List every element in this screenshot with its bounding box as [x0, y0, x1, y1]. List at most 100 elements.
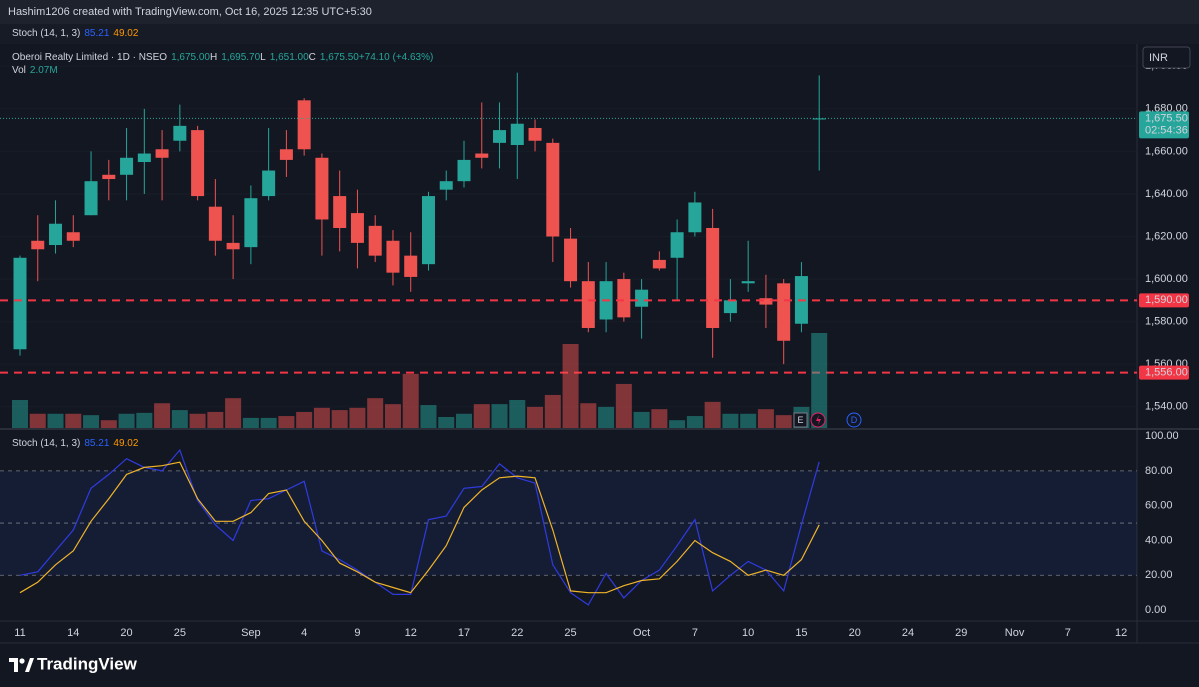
y-tick-label: 20.00 — [1145, 569, 1173, 581]
x-tick-label: 17 — [458, 627, 470, 639]
x-tick-label: 15 — [795, 627, 807, 639]
volume-bar — [331, 410, 348, 428]
candle-body — [546, 142, 560, 237]
price-label-box — [1139, 293, 1189, 308]
candle-body — [173, 125, 187, 141]
x-tick-label: 20 — [120, 627, 132, 639]
x-tick-label: 12 — [1115, 627, 1127, 639]
header-text: Hashim1206 created with TradingView.com,… — [8, 6, 372, 18]
volume-bar — [438, 416, 455, 428]
y-tick-label: 60.00 — [1145, 500, 1173, 512]
volume-bar — [242, 417, 259, 428]
volume-bar — [757, 409, 774, 428]
volume-bar — [100, 420, 117, 428]
candle-body — [617, 279, 631, 318]
volume-bar — [154, 403, 171, 428]
candle-body — [688, 202, 702, 233]
volume-bar — [527, 406, 544, 428]
event-marker — [793, 412, 808, 428]
price-label-box — [1139, 365, 1189, 380]
footer-brand: TradingView — [37, 654, 138, 673]
y-tick-label: 1,540.00 — [1145, 401, 1188, 413]
x-tick-label: Nov — [1005, 627, 1025, 639]
volume-bar — [402, 373, 419, 428]
legend-row: Oberoi Realty Limited · 1D · NSEO 1,675.0… — [12, 52, 433, 63]
candle-body — [262, 170, 276, 197]
ohlc-value: 1,651.00 — [270, 52, 309, 63]
indicator-title: Stoch (14, 1, 3) — [12, 438, 80, 449]
volume-bar — [544, 394, 561, 428]
candle-body — [31, 240, 45, 250]
event-marker — [846, 412, 862, 428]
x-tick-label: 9 — [354, 627, 360, 639]
candle-body — [84, 181, 98, 216]
stoch-line — [19, 461, 820, 594]
price-label: 1,590.00 — [1145, 294, 1188, 306]
volume-bar — [633, 411, 650, 428]
volume-bar — [349, 407, 366, 428]
last-price-label: 1,675.50 — [1145, 112, 1188, 124]
candle-body — [137, 153, 151, 163]
countdown-label: 02:54:36 — [1145, 124, 1188, 136]
header-bar — [0, 0, 1199, 24]
candle-body — [706, 227, 720, 328]
price-label: 1,556.00 — [1145, 367, 1188, 379]
volume-bar — [811, 333, 828, 428]
k-value: 85.21 — [84, 438, 109, 449]
candle-body — [191, 130, 205, 197]
legend-row: Stoch (14, 1, 3) 85.21 49.02 — [12, 28, 139, 39]
x-tick-label: 7 — [1065, 627, 1071, 639]
x-tick-label: 22 — [511, 627, 523, 639]
y-tick-label: 80.00 — [1145, 465, 1173, 477]
volume-bar — [669, 420, 686, 428]
candle-body — [475, 153, 489, 158]
candle-body — [457, 159, 471, 182]
y-tick-label: 40.00 — [1145, 534, 1173, 546]
candle-body — [510, 123, 524, 146]
volume-bar — [775, 415, 792, 428]
candle-body — [652, 259, 666, 269]
d-value: 49.02 — [113, 438, 138, 449]
volume-bar — [278, 416, 295, 428]
y-tick-label: 1,580.00 — [1145, 316, 1188, 328]
indicator-strip — [0, 24, 1199, 44]
volume-bar — [47, 413, 64, 428]
volume-bar — [491, 404, 508, 428]
candle-body — [404, 255, 418, 277]
volume-bar — [189, 413, 206, 428]
x-tick-label: 24 — [902, 627, 914, 639]
volume-bar — [65, 413, 82, 428]
volume-bar — [420, 405, 437, 428]
candle-body — [581, 281, 595, 328]
x-tick-label: 4 — [301, 627, 307, 639]
volume-bar — [722, 413, 739, 428]
candle-body — [723, 300, 737, 314]
symbol-title: Oberoi Realty Limited · 1D · NSE — [12, 52, 160, 63]
candle-body — [421, 196, 435, 265]
candle-body — [759, 298, 773, 305]
candle-body — [350, 213, 364, 243]
candle-body — [777, 283, 791, 341]
volume-value: 2.07M — [30, 65, 58, 76]
candle-body — [368, 225, 382, 256]
candle-body — [315, 157, 329, 220]
candle-body — [333, 196, 347, 228]
ohlc-key: O — [159, 52, 167, 63]
volume-bar — [296, 411, 313, 428]
volume-bar — [171, 410, 188, 428]
candle-body — [66, 232, 80, 241]
ohlc-value: 1,695.70 — [221, 52, 260, 63]
volume-bar — [686, 416, 703, 428]
indicator-title: Stoch (14, 1, 3) — [12, 28, 80, 39]
candle-body — [493, 130, 507, 143]
candle-body — [208, 206, 222, 241]
candle-body — [635, 289, 649, 307]
volume-bar — [136, 412, 153, 428]
logo-mark — [9, 658, 18, 672]
volume-bar — [704, 401, 721, 428]
candle-body — [812, 118, 826, 120]
volume-bar — [207, 411, 224, 428]
y-tick-label: 1,600.00 — [1145, 273, 1188, 285]
x-tick-label: 7 — [692, 627, 698, 639]
